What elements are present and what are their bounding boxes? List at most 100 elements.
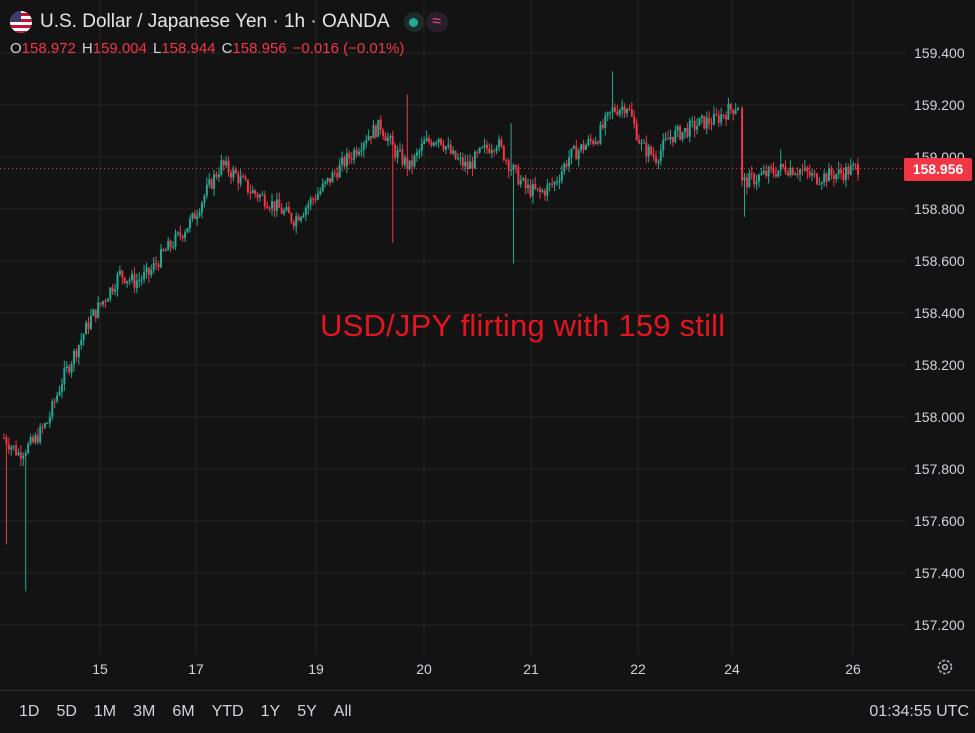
candle-body	[616, 111, 619, 115]
candle-body	[539, 188, 542, 193]
candle	[285, 202, 288, 212]
candle	[609, 111, 612, 120]
range-button-1m[interactable]: 1M	[93, 703, 117, 720]
candle-body	[181, 235, 184, 239]
candle-body	[710, 123, 713, 125]
candle-body	[720, 114, 723, 123]
candle-body	[599, 124, 602, 144]
symbol-title[interactable]: U.S. Dollar / Japanese Yen · 1h · OANDA	[40, 11, 390, 32]
utc-clock[interactable]: 01:34:55 UTC	[869, 703, 969, 720]
candle-body	[563, 163, 566, 172]
candle-body	[150, 269, 153, 275]
candle	[300, 216, 303, 224]
candle	[712, 106, 715, 126]
x-axis[interactable]: 15 17 19 20 21 22 24 26	[92, 661, 861, 677]
candle-body	[191, 213, 194, 219]
candle	[601, 119, 604, 131]
data-status-icon[interactable]: ≈	[425, 12, 448, 32]
price-chart[interactable]: 159.400159.200159.000158.800158.600158.4…	[0, 0, 975, 690]
candle	[519, 175, 522, 188]
candle-body	[613, 107, 616, 112]
candle-body	[577, 150, 580, 160]
candle	[635, 119, 638, 142]
range-button-1y[interactable]: 1Y	[260, 703, 281, 720]
candle-body	[401, 149, 404, 165]
candle	[65, 361, 68, 373]
candle	[3, 433, 5, 439]
candle-body	[789, 167, 792, 176]
candle-body	[568, 157, 571, 167]
candle	[116, 271, 119, 297]
candle	[437, 137, 440, 149]
candle-body	[510, 169, 513, 171]
candle	[750, 165, 753, 180]
range-buttons: 1D 5D 1M 3M 6M YTD 1Y 5Y All	[10, 703, 360, 721]
candle-body	[138, 279, 141, 281]
x-tick-label: 19	[308, 661, 324, 677]
candle-body	[652, 154, 655, 157]
candle-body	[360, 150, 363, 152]
candle	[31, 434, 34, 444]
candle	[307, 200, 310, 215]
candle	[263, 190, 266, 210]
candle	[246, 179, 249, 195]
candle	[114, 283, 117, 296]
candle	[89, 308, 92, 331]
candle-body	[681, 131, 684, 140]
range-button-5d[interactable]: 5D	[56, 703, 77, 720]
candle-body	[618, 109, 621, 115]
candle-body	[770, 167, 773, 169]
range-button-1d[interactable]: 1D	[19, 703, 40, 720]
candle-body	[345, 153, 348, 167]
candle	[830, 165, 833, 180]
range-button-ytd[interactable]: YTD	[211, 703, 244, 720]
candle-body	[459, 157, 462, 159]
gear-icon[interactable]	[934, 658, 956, 680]
candle-body	[411, 160, 414, 167]
range-button-all[interactable]: All	[333, 703, 352, 720]
candle	[309, 195, 312, 211]
range-button-6m[interactable]: 6M	[172, 703, 195, 720]
candle-body	[114, 289, 117, 292]
candle	[413, 153, 416, 170]
candle	[534, 176, 537, 191]
range-button-5y[interactable]: 5Y	[297, 703, 317, 720]
candle-body	[196, 215, 199, 219]
candle-body	[242, 176, 245, 178]
candle-body	[82, 334, 85, 340]
candle-body	[760, 173, 763, 175]
candle-body	[123, 277, 126, 284]
candle	[186, 227, 189, 233]
candle	[725, 111, 728, 126]
candle-body	[621, 106, 624, 110]
candle	[174, 229, 177, 251]
candle	[757, 173, 760, 188]
candle-body	[58, 391, 61, 396]
candle	[22, 452, 25, 467]
candle	[27, 441, 30, 455]
candle-body	[483, 144, 486, 148]
candle	[140, 275, 143, 286]
plot-background	[0, 0, 905, 690]
candle	[621, 99, 624, 118]
candle	[391, 130, 394, 243]
candle-body	[292, 221, 295, 227]
candle-body	[3, 437, 5, 439]
candle	[5, 434, 8, 545]
candle	[696, 118, 699, 135]
candle-body	[174, 233, 177, 247]
range-button-3m[interactable]: 3M	[133, 703, 156, 720]
y-axis[interactable]: 159.400159.200159.000158.800158.600158.4…	[914, 45, 965, 633]
candle-body	[464, 161, 467, 167]
grid-lines	[0, 0, 905, 655]
candle-body	[604, 115, 607, 128]
x-tick-label: 22	[630, 661, 646, 677]
candle	[717, 110, 720, 127]
candle	[693, 116, 696, 138]
market-open-status-icon[interactable]	[403, 12, 424, 32]
candle-body	[406, 157, 409, 169]
us-flag-icon	[10, 11, 32, 33]
bottom-toolbar: 1D 5D 1M 3M 6M YTD 1Y 5Y All 01:34:55 UTC	[0, 690, 975, 733]
candle-body	[611, 107, 614, 112]
candle-body	[34, 435, 37, 443]
